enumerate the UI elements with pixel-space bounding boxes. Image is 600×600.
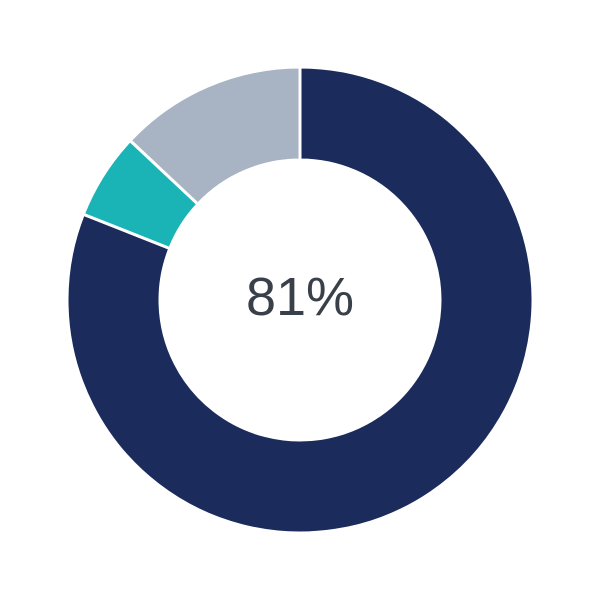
donut-slice-2 — [128, 65, 302, 207]
donut-slice-0 — [65, 65, 535, 535]
center-percentage-label: 81% — [245, 267, 355, 327]
